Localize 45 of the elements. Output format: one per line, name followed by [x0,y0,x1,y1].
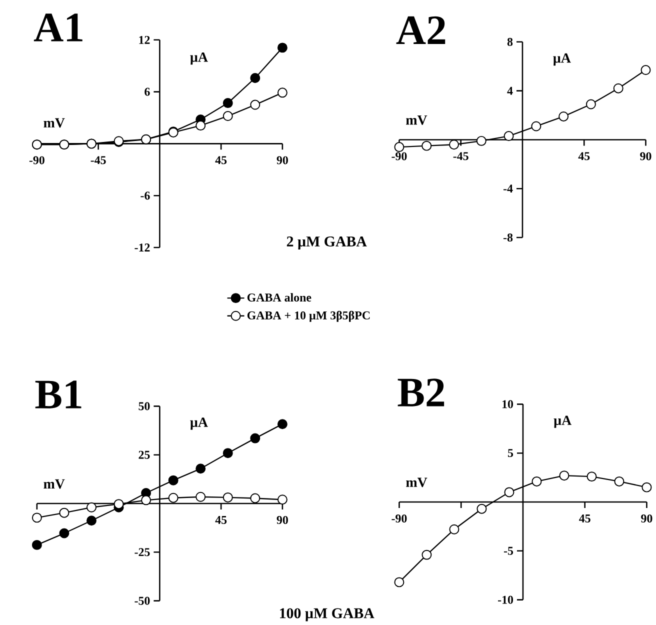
x-tick-label: 45 [215,156,227,164]
y-axis-title: µA [190,418,208,430]
y-tick-label: 12 [139,36,150,44]
y-tick-label: 4 [507,87,513,95]
x-tick-label: 90 [640,152,652,160]
y-tick-label: 10 [502,400,514,408]
text: 2 µM GABA [286,236,367,250]
x-tick-label: 45 [215,516,227,524]
x-tick-label: 90 [276,516,288,524]
x-tick-label: -45 [90,156,106,164]
y-axis-title: µA [554,416,572,428]
x-tick-label: -90 [392,152,407,160]
y-tick-label: -12 [134,244,150,252]
y-tick-label: -50 [134,596,150,606]
x-tick-label: 90 [276,156,288,164]
y-tick-label: -6 [140,192,150,200]
chart-title: B2 [398,378,444,407]
y-tick-label: 50 [138,402,150,410]
chart-title: B1 [35,380,82,409]
x-tick-label: 45 [579,514,590,523]
legend-label: GABA alone [247,293,312,302]
x-axis-title: mV [406,116,428,126]
text: 100 µM GABA [280,608,374,622]
x-tick-label: 90 [641,514,652,523]
x-tick-label: -90 [29,156,44,164]
chart-title: A2 [396,16,446,44]
y-tick-label: -5 [504,547,514,556]
x-axis-title: mV [44,480,65,489]
y-tick-label: 25 [138,451,150,460]
x-axis-title: mV [406,478,428,488]
y-tick-label: 8 [507,38,513,46]
y-axis-title: µA [190,52,208,65]
y-tick-label: 5 [508,449,514,458]
x-axis-title: mV [44,118,65,128]
y-tick-label: 6 [144,88,150,96]
legend-label: GABA + 10 µM 3β5βPC [247,311,370,322]
x-tick-label: 45 [578,152,590,160]
chart-title: A1 [34,14,82,42]
y-tick-label: -4 [503,184,513,193]
y-tick-label: -8 [503,234,513,242]
y-tick-label: -25 [134,548,150,556]
y-tick-label: -10 [498,596,514,604]
x-tick-label: -90 [392,514,407,523]
x-tick-label: -45 [453,152,468,160]
y-axis-title: µA [553,54,571,66]
